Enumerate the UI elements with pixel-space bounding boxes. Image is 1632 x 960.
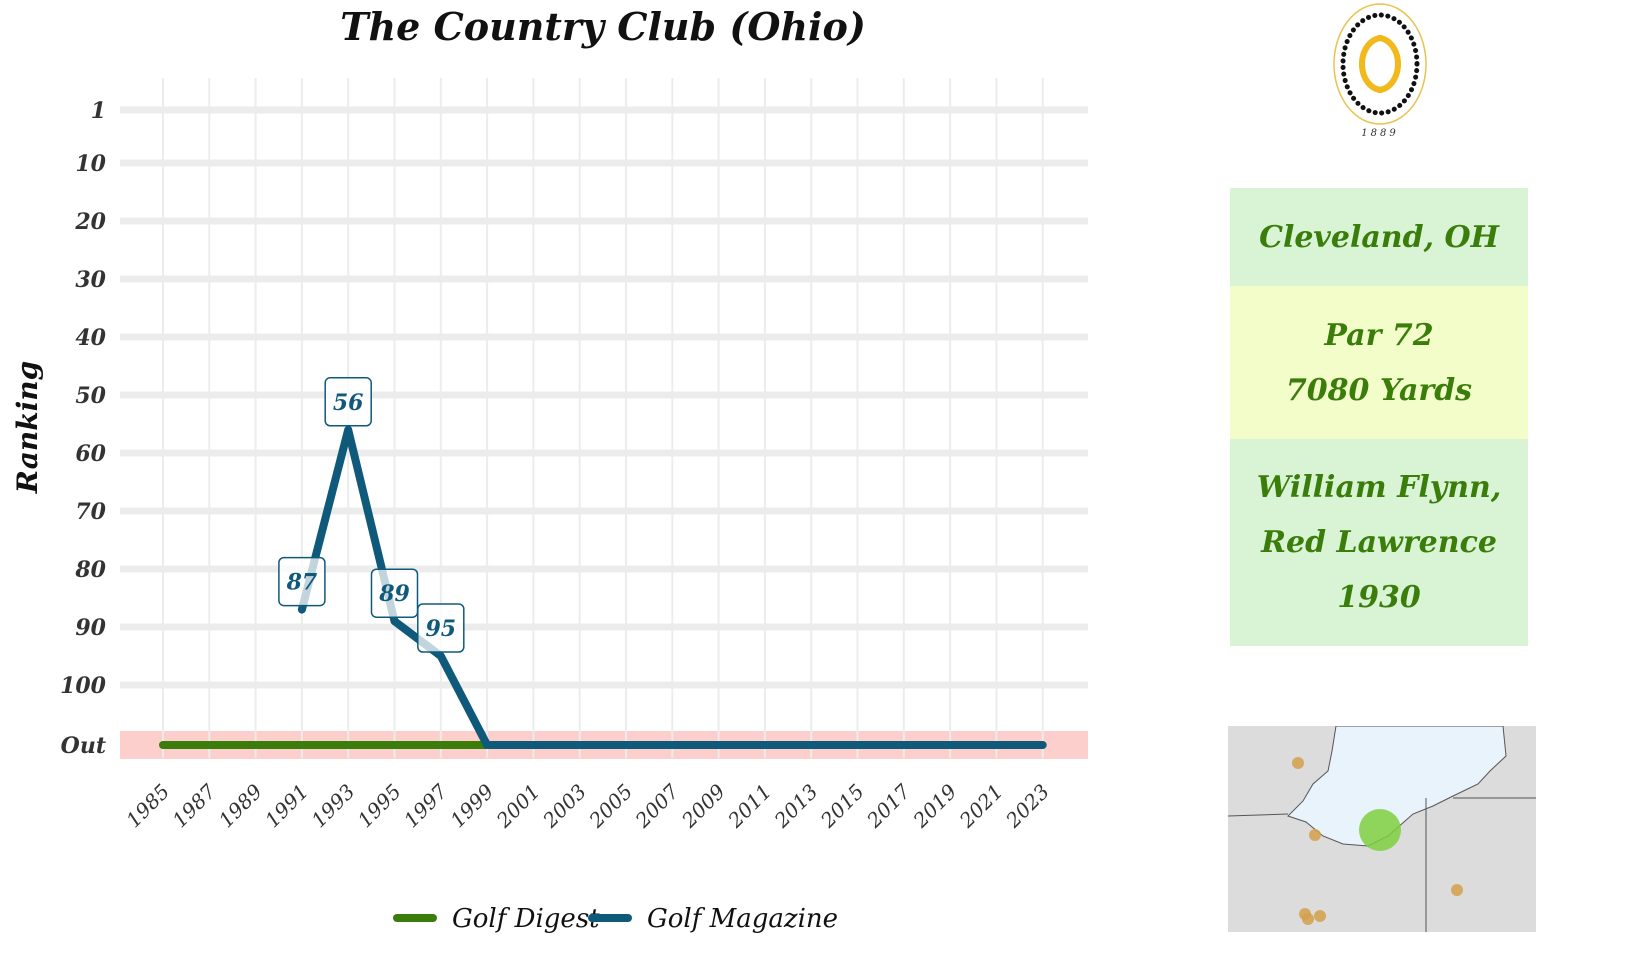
x-tick-label: 2003 xyxy=(537,779,591,833)
x-tick-label: 2019 xyxy=(908,779,962,833)
data-label-box xyxy=(417,603,465,653)
country-club-logo-icon: 1889 xyxy=(1330,0,1430,140)
y-tick-label: 70 xyxy=(75,499,106,525)
plot-area: 1102030405060708090100Out198519871989199… xyxy=(60,78,1088,934)
location-text: Cleveland, OH xyxy=(1259,219,1499,255)
data-label-box xyxy=(370,568,419,618)
architect-line-1: William Flynn, xyxy=(1256,470,1502,505)
y-tick-label: 40 xyxy=(75,325,106,351)
x-tick-label: 2009 xyxy=(676,779,730,833)
x-tick-label: 1991 xyxy=(260,779,313,832)
y-axis-label: Ranking xyxy=(11,361,44,494)
x-tick-label: 1987 xyxy=(168,779,221,832)
y-tick-label: 100 xyxy=(60,673,107,699)
course-info-panel: Cleveland, OH Par 72 7080 Yards William … xyxy=(1230,188,1528,646)
location-box: Cleveland, OH xyxy=(1230,188,1528,286)
architect-box: William Flynn, Red Lawrence 1930 xyxy=(1230,439,1528,646)
chart-title: The Country Club (Ohio) xyxy=(340,4,866,49)
x-tick-label: 2023 xyxy=(1000,779,1054,833)
y-tick-label: Out xyxy=(61,733,106,759)
x-tick-label: 2017 xyxy=(861,779,915,833)
y-tick-label: 1 xyxy=(91,98,106,124)
legend-label: Golf Magazine xyxy=(647,904,838,934)
x-tick-label: 2005 xyxy=(584,779,638,833)
architect-line-2: Red Lawrence xyxy=(1261,525,1497,560)
ranking-chart: The Country Club (Ohio) Ranking 1 10 20 30 4… xyxy=(11,4,1088,934)
x-tick-label: 2021 xyxy=(954,779,1008,833)
legend-label: Golf Digest xyxy=(452,904,600,934)
data-label: 56 xyxy=(333,390,364,416)
x-tick-label: 2015 xyxy=(815,779,869,833)
x-tick-label: 1995 xyxy=(353,779,406,832)
year-built-text: 1930 xyxy=(1337,580,1421,615)
x-tick-label: 2011 xyxy=(723,779,777,833)
par-yards-box: Par 72 7080 Yards xyxy=(1230,286,1528,439)
x-tick-label: 2013 xyxy=(769,779,823,833)
x-tick-label: 1997 xyxy=(399,779,452,832)
y-tick-label: 60 xyxy=(75,441,106,467)
x-tick-label: 1985 xyxy=(121,779,174,832)
yards-text: 7080 Yards xyxy=(1285,372,1473,408)
data-label: 95 xyxy=(425,616,456,642)
data-label-box xyxy=(324,377,372,427)
data-label-box xyxy=(278,556,326,607)
x-tick-label: 1993 xyxy=(307,779,360,832)
y-tick-label: 50 xyxy=(75,383,106,409)
x-tick-label: 2001 xyxy=(491,779,545,833)
location-map-icon xyxy=(1227,725,1536,932)
x-tick-label: 1989 xyxy=(214,779,267,832)
y-tick-label: 30 xyxy=(75,267,106,293)
data-label: 89 xyxy=(378,581,410,607)
y-tick-label: 90 xyxy=(75,615,106,641)
x-tick-label: 2007 xyxy=(630,779,684,833)
y-tick-label: 80 xyxy=(74,557,106,583)
y-tick-label: 10 xyxy=(75,151,106,177)
y-tick-label: 20 xyxy=(74,209,106,235)
data-label: 87 xyxy=(286,570,318,596)
x-tick-label: 1999 xyxy=(445,779,498,832)
logo-year: 1889 xyxy=(1361,128,1398,139)
par-text: Par 72 xyxy=(1324,317,1434,353)
